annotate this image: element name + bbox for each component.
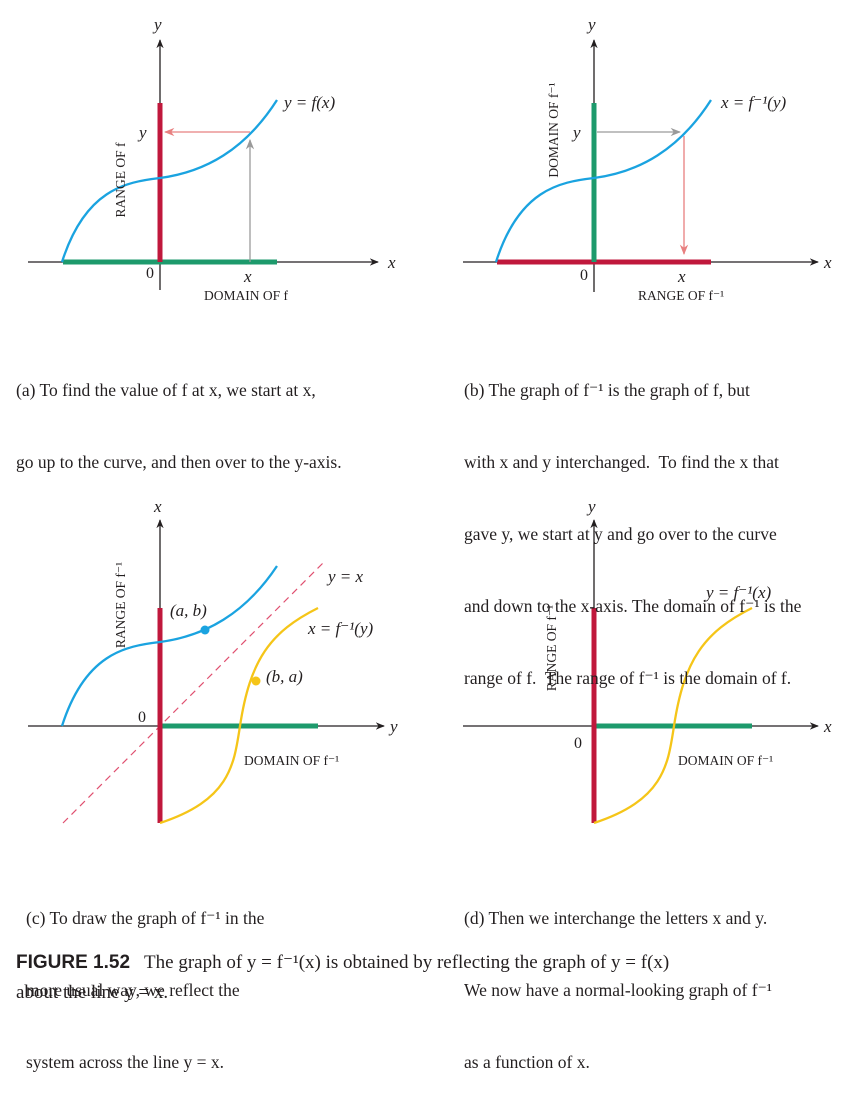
caption-line: (c) To draw the graph of f⁻¹ in the — [26, 908, 265, 928]
panel-d-curve-label: y = f⁻¹(x) — [704, 583, 772, 602]
panel-c-domain-label: DOMAIN OF f⁻¹ — [244, 753, 339, 768]
panel-d-axis-y-label: y — [586, 497, 596, 516]
caption-line: We now have a normal-looking graph of f⁻… — [464, 980, 773, 1000]
panel-c-point-ba — [251, 676, 261, 686]
panel-d-range-label: RANGE OF f⁻¹ — [544, 605, 559, 691]
panel-a-axis-y-label: y — [152, 15, 162, 34]
panel-b-caption: (b) The graph of f⁻¹ is the graph of f, … — [464, 330, 801, 714]
panel-d: y x 0 y = f⁻¹(x) DOMAIN OF f⁻¹ RANGE OF … — [463, 497, 832, 825]
panel-a-curve-label: y = f(x) — [282, 93, 335, 112]
panel-c-range-label: RANGE OF f⁻¹ — [113, 562, 128, 648]
panel-c-axis-y-label: x — [153, 497, 162, 516]
panel-a-caption: (a) To find the value of f at x, we star… — [16, 330, 342, 498]
panel-c-axis-x-label: y — [388, 717, 398, 736]
panel-a-axis-x-label: x — [387, 253, 396, 272]
panel-a-origin-label: 0 — [146, 265, 154, 282]
panel-b-axis-x-label: x — [823, 253, 832, 272]
figure-caption-text-1: The graph of y = f⁻¹(x) is obtained by r… — [144, 952, 670, 973]
caption-line: and down to the x-axis. The domain of f⁻… — [464, 596, 802, 616]
caption-line: system across the line y = x. — [26, 1052, 224, 1072]
panel-b-curve-inverse — [494, 99, 712, 263]
caption-line: (a) To find the value of f at x, we star… — [16, 380, 316, 400]
panel-b-point-y-label: y — [571, 123, 581, 142]
panel-c-curve-inverse — [159, 606, 319, 825]
panel-d-curve-inverse — [593, 606, 753, 825]
panel-b-curve-label: x = f⁻¹(y) — [720, 93, 787, 112]
panel-c-point-ba-label: (b, a) — [266, 667, 303, 686]
panel-c-curve-f — [60, 565, 278, 727]
caption-line: (d) Then we interchange the letters x an… — [464, 908, 768, 928]
panel-b-point-x-label: x — [677, 267, 686, 286]
panel-a-range-label: RANGE OF f — [113, 142, 128, 218]
panel-a: y x 0 y = f(x) y x DOMAIN OF f RANGE OF … — [28, 15, 396, 303]
panel-b-range-label: RANGE OF f⁻¹ — [638, 288, 724, 303]
caption-line: go up to the curve, and then over to the… — [16, 452, 342, 472]
panel-b: y x 0 x = f⁻¹(y) y x RANGE OF f⁻¹ DOMAIN… — [463, 15, 832, 303]
panel-c-reflection-line — [62, 559, 327, 824]
figure-label: FIGURE 1.52 — [16, 952, 131, 973]
panel-c-point-ab — [200, 625, 210, 635]
panel-b-origin-label: 0 — [580, 267, 588, 284]
panel-d-domain-label: DOMAIN OF f⁻¹ — [678, 753, 773, 768]
figure-caption: FIGURE 1.52 The graph of y = f⁻¹(x) is ob… — [16, 948, 856, 1008]
panel-d-origin-label: 0 — [574, 735, 582, 752]
panel-c-curve-label: x = f⁻¹(y) — [307, 619, 374, 638]
panel-a-point-y-label: y — [137, 123, 147, 142]
panel-c-origin-label: 0 — [138, 709, 146, 726]
caption-line: gave y, we start at y and go over to the… — [464, 524, 777, 544]
panel-a-curve-f — [60, 99, 278, 263]
caption-line: (b) The graph of f⁻¹ is the graph of f, … — [464, 380, 750, 400]
panel-c-line-label: y = x — [326, 567, 364, 586]
panel-b-domain-label: DOMAIN OF f⁻¹ — [546, 82, 561, 177]
panel-a-point-x-label: x — [243, 267, 252, 286]
panel-b-axis-y-label: y — [586, 15, 596, 34]
panel-a-domain-label: DOMAIN OF f — [204, 288, 289, 303]
figure-graphic: y x 0 y = f(x) y x DOMAIN OF f RANGE OF … — [28, 15, 832, 825]
caption-line: with x and y interchanged. To find the x… — [464, 452, 779, 472]
caption-line: more usual way, we reflect the — [26, 980, 240, 1000]
caption-line: range of f. The range of f⁻¹ is the doma… — [464, 668, 792, 688]
panel-c-point-ab-label: (a, b) — [170, 601, 207, 620]
panel-c: x y 0 y = x x = f⁻¹(y) (a, b) (b, a) DOM… — [28, 497, 398, 825]
figure-caption-line-1: FIGURE 1.52 The graph of y = f⁻¹(x) is ob… — [16, 948, 856, 978]
figure-caption-line-2: about the line y = x. — [16, 982, 169, 1003]
caption-line: as a function of x. — [464, 1052, 590, 1072]
panel-d-axis-x-label: x — [823, 717, 832, 736]
